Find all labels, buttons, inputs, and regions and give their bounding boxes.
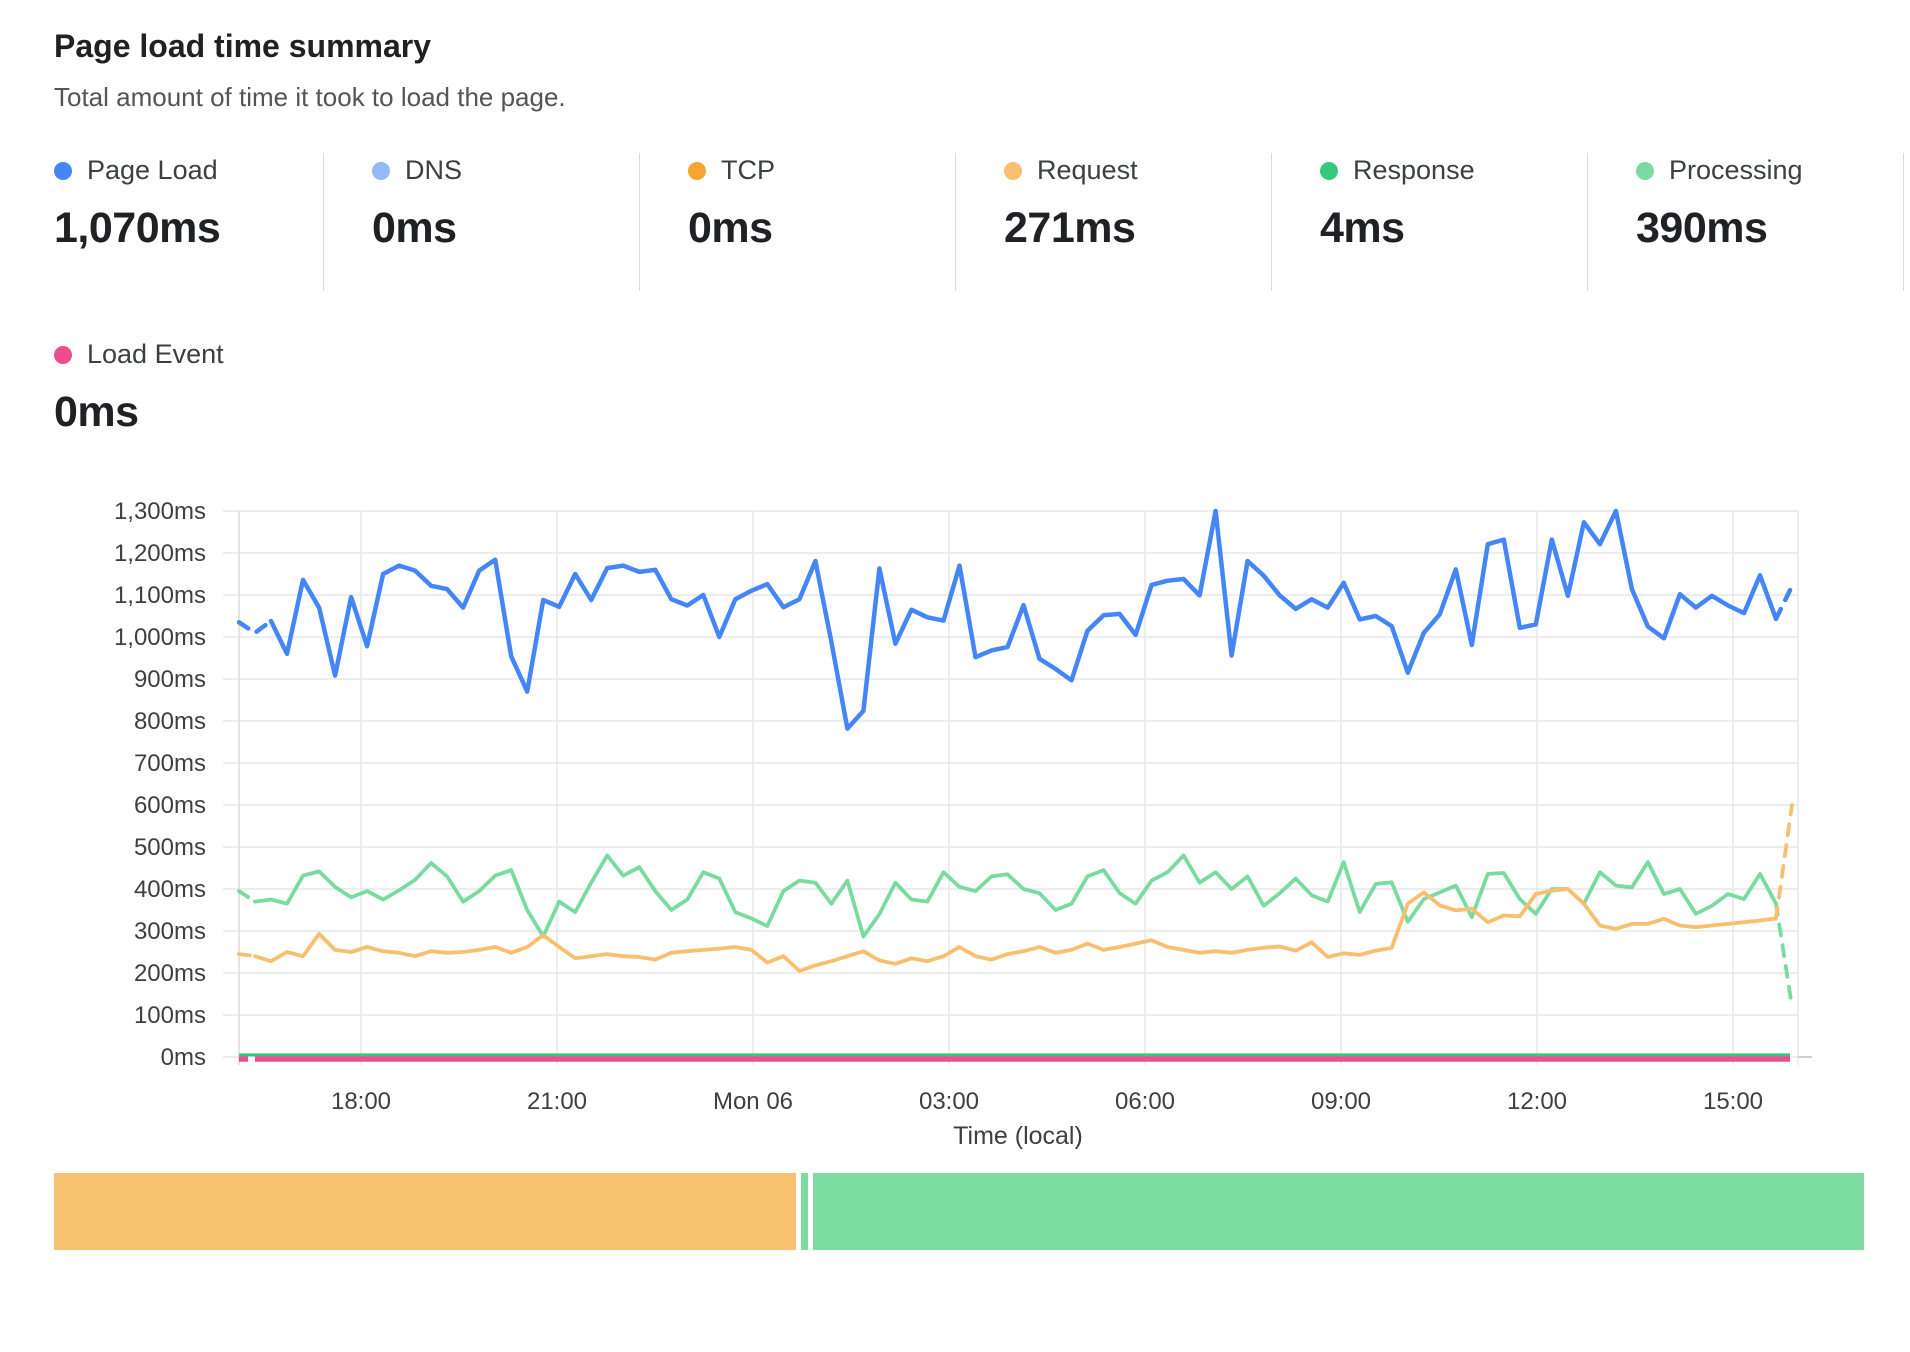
metric-value: 390ms [1636, 204, 1768, 253]
timeline-bar-segment [813, 1173, 1865, 1251]
metric-label: Page Load [87, 155, 218, 186]
metric-label-row: Load Event [54, 339, 1910, 370]
metric-label: TCP [721, 155, 775, 186]
metric-dns: DNS 0ms [324, 153, 640, 292]
svg-text:300ms: 300ms [134, 918, 206, 945]
metric-label-row: TCP [688, 155, 955, 186]
svg-text:900ms: 900ms [134, 666, 206, 693]
page-load-time-chart[interactable]: 1,300ms 1,200ms 1,100ms 1,000ms 900ms 800ms 70… [0, 489, 1910, 1161]
page-subtitle: Total amount of time it took to load the… [54, 82, 566, 112]
metric-label-row: Response [1320, 155, 1587, 186]
metric-value: 1,070ms [54, 204, 221, 253]
svg-text:500ms: 500ms [134, 834, 206, 861]
svg-text:600ms: 600ms [134, 792, 206, 819]
metrics-row: Page Load 1,070ms DNS 0ms TCP 0ms Reques… [54, 153, 1910, 292]
svg-text:09:00: 09:00 [1311, 1088, 1371, 1115]
svg-text:1,200ms: 1,200ms [114, 540, 206, 567]
line-chart-canvas[interactable]: 1,300ms 1,200ms 1,100ms 1,000ms 900ms 800ms 70… [0, 489, 1910, 1161]
svg-text:06:00: 06:00 [1115, 1088, 1175, 1115]
metric-response: Response 4ms [1272, 153, 1588, 292]
svg-text:21:00: 21:00 [527, 1088, 587, 1115]
metric-value: 0ms [372, 204, 457, 253]
request-legend-dot-icon [1004, 161, 1022, 180]
metric-label-row: Processing [1636, 155, 1903, 186]
metric-value: 4ms [1320, 204, 1405, 253]
svg-text:12:00: 12:00 [1507, 1088, 1567, 1115]
tcp-legend-dot-icon [688, 161, 706, 180]
metric-load-event: Load Event 0ms [54, 339, 1910, 437]
dns-legend-dot-icon [372, 161, 390, 180]
response-legend-dot-icon [1320, 161, 1338, 180]
metric-value: 0ms [688, 204, 773, 253]
svg-text:15:00: 15:00 [1703, 1088, 1763, 1115]
metric-page-load: Page Load 1,070ms [54, 153, 324, 292]
svg-text:200ms: 200ms [134, 960, 206, 987]
metric-label: Response [1353, 155, 1475, 186]
metric-label: DNS [405, 155, 463, 186]
metric-processing: Processing 390ms [1588, 153, 1904, 292]
svg-text:18:00: 18:00 [331, 1088, 391, 1115]
processing-legend-dot-icon [1636, 161, 1654, 180]
metric-tcp: TCP 0ms [640, 153, 956, 292]
metric-label: Processing [1669, 155, 1803, 186]
metric-label: Request [1037, 155, 1138, 186]
metric-request: Request 271ms [956, 153, 1272, 292]
svg-text:700ms: 700ms [134, 750, 206, 777]
timeline-bar-segment [801, 1173, 809, 1251]
svg-text:800ms: 800ms [134, 708, 206, 735]
metric-value: 271ms [1004, 204, 1136, 253]
svg-text:400ms: 400ms [134, 876, 206, 903]
page-load-time-summary-panel: Page load time summary Total amount of t… [0, 26, 1910, 1251]
metric-label-row: Request [1004, 155, 1271, 186]
page-load-legend-dot-icon [54, 161, 72, 180]
svg-text:1,100ms: 1,100ms [114, 582, 206, 609]
timeline-bar-segment [54, 1173, 797, 1251]
svg-text:1,000ms: 1,000ms [114, 624, 206, 651]
page-title: Page load time summary [54, 28, 432, 64]
panel-header: Page load time summary Total amount of t… [54, 26, 1910, 113]
timeline-bar [54, 1173, 1869, 1251]
svg-text:1,300ms: 1,300ms [114, 498, 206, 525]
svg-text:Time (local): Time (local) [953, 1122, 1083, 1150]
metric-label: Load Event [87, 339, 224, 370]
metric-label-row: DNS [372, 155, 639, 186]
svg-text:0ms: 0ms [161, 1044, 206, 1071]
svg-text:03:00: 03:00 [919, 1088, 979, 1115]
metric-value: 0ms [54, 388, 139, 437]
load-event-legend-dot-icon [54, 345, 72, 364]
metric-label-row: Page Load [54, 155, 323, 186]
svg-text:Mon 06: Mon 06 [713, 1088, 793, 1115]
svg-text:100ms: 100ms [134, 1002, 206, 1029]
